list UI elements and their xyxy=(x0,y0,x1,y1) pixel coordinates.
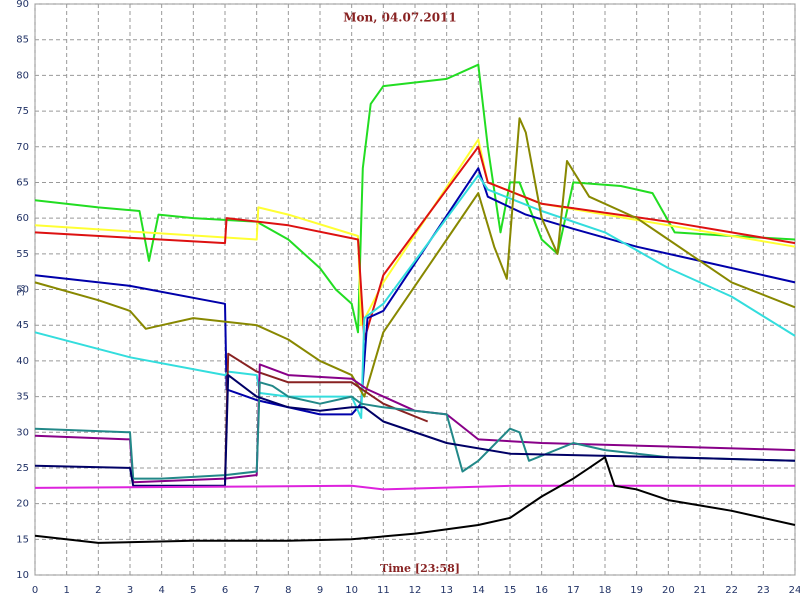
y-tick-label: 80 xyxy=(16,70,29,81)
x-tick-label: 4 xyxy=(158,585,164,596)
series-line xyxy=(34,167,796,416)
x-tick-label: 18 xyxy=(599,585,612,596)
series-line xyxy=(34,484,795,491)
x-tick-label: 19 xyxy=(630,585,643,596)
x-tick-label: 1 xyxy=(63,585,69,596)
x-tick-label: 16 xyxy=(535,585,548,596)
series-line xyxy=(34,374,796,487)
x-tick-label: 9 xyxy=(317,585,323,596)
y-tick-label: 75 xyxy=(16,106,29,117)
y-tick-label: 60 xyxy=(16,213,29,224)
y-tick-label: 10 xyxy=(16,570,29,581)
x-tick-label: 3 xyxy=(127,585,133,596)
y-tick-label: 45 xyxy=(16,320,29,331)
y-tick-label: 40 xyxy=(16,356,29,367)
y-tick-label: 70 xyxy=(16,142,29,153)
y-tick-label: 25 xyxy=(16,463,29,474)
x-tick-label: 0 xyxy=(32,585,38,596)
x-tick-label: 20 xyxy=(662,585,675,596)
series-line xyxy=(34,63,796,334)
x-tick-label: 8 xyxy=(285,585,291,596)
x-tick-label: 21 xyxy=(694,585,707,596)
x-tick-label: 13 xyxy=(440,585,453,596)
y-tick-label: 35 xyxy=(16,392,29,403)
x-tick-label: 14 xyxy=(472,585,485,596)
y-tick-label: 90 xyxy=(16,0,29,10)
x-tick-label: 17 xyxy=(567,585,580,596)
series-line xyxy=(34,117,796,398)
y-tick-label: 50 xyxy=(16,285,29,296)
x-tick-label: 24 xyxy=(789,585,800,596)
x-tick-label: 10 xyxy=(345,585,358,596)
x-tick-label: 6 xyxy=(222,585,228,596)
y-tick-label: 65 xyxy=(16,177,29,188)
x-tick-label: 23 xyxy=(757,585,770,596)
x-axis-label: Time [23:58] xyxy=(380,562,460,575)
series-line xyxy=(34,456,796,544)
y-tick-label: 15 xyxy=(16,534,29,545)
series-line xyxy=(224,352,429,483)
x-tick-label: 15 xyxy=(504,585,517,596)
x-tick-label: 22 xyxy=(725,585,738,596)
series-line xyxy=(34,363,796,484)
x-tick-label: 7 xyxy=(253,585,259,596)
y-tick-label: 30 xyxy=(16,427,29,438)
x-tick-label: 12 xyxy=(409,585,422,596)
y-axis-label: °C xyxy=(14,284,25,296)
y-tick-label: 55 xyxy=(16,249,29,260)
y-tick-label: 85 xyxy=(16,35,29,46)
chart-title: Mon, 04.07.2011 xyxy=(343,11,457,25)
x-tick-label: 5 xyxy=(190,585,196,596)
y-tick-label: 20 xyxy=(16,499,29,510)
x-tick-label: 2 xyxy=(95,585,101,596)
x-tick-label: 11 xyxy=(377,585,390,596)
